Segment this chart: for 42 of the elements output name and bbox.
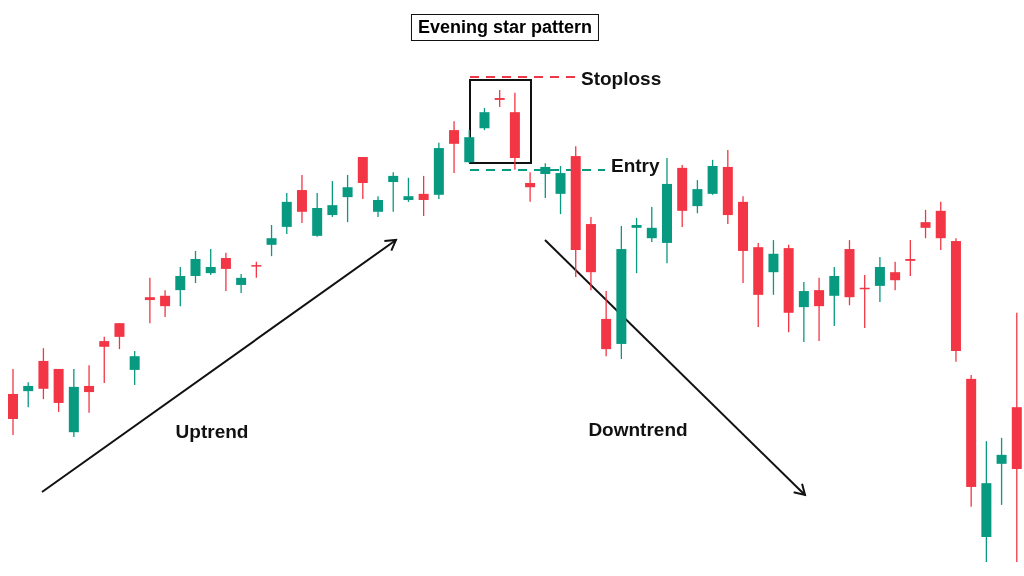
candlestick: [829, 266, 840, 327]
candlestick: [342, 174, 353, 223]
candlestick: [525, 171, 536, 203]
candlestick: [798, 281, 809, 343]
candlestick: [266, 224, 277, 257]
candlestick: [23, 381, 34, 408]
candlestick: [768, 239, 779, 296]
candlestick: [84, 364, 95, 414]
candlestick: [403, 177, 414, 203]
candlestick: [220, 252, 231, 292]
candlestick: [418, 175, 429, 217]
chart-title: Evening star pattern: [410, 14, 600, 41]
candlestick: [692, 179, 703, 214]
candlestick: [190, 250, 201, 284]
candlestick: [160, 289, 171, 318]
candlestick: [996, 437, 1007, 506]
candlestick: [449, 120, 460, 174]
annotation: Downtrend: [588, 419, 688, 440]
candlestick: [129, 350, 140, 386]
candlestick: [99, 336, 110, 384]
candlestick: [905, 239, 916, 277]
candlestick: [114, 322, 125, 350]
candlestick: [874, 256, 885, 303]
candlestick: [236, 273, 247, 294]
annotation: Entry: [611, 155, 660, 176]
candlestick: [175, 266, 186, 307]
candlestick: [388, 171, 399, 213]
annotation: Uptrend: [175, 421, 249, 442]
text: Stoploss: [581, 68, 662, 89]
candlestick: [890, 261, 901, 291]
candlestick: [555, 165, 566, 215]
candlestick: [327, 180, 338, 218]
candlestick: [631, 217, 642, 274]
candlestick: [373, 195, 384, 218]
candlestick: [646, 206, 657, 243]
candlestick: [144, 277, 155, 324]
candlestick: [296, 174, 307, 224]
candlestick: [479, 107, 490, 131]
candlestick: [205, 248, 216, 276]
candlestick: [920, 209, 931, 239]
candlestick: [814, 277, 825, 342]
candlestick: [540, 162, 551, 199]
